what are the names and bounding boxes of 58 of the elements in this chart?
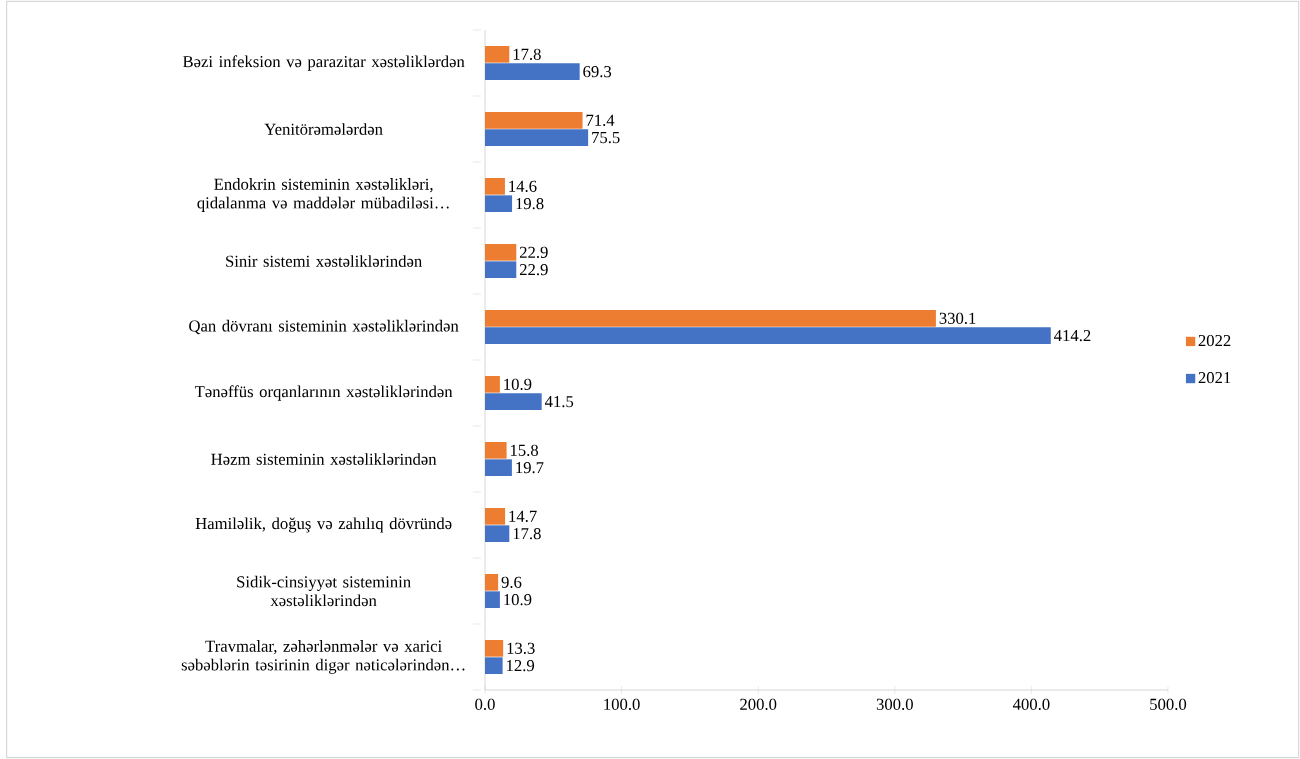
data-label: 69.3 [583, 66, 612, 78]
bar [485, 129, 589, 146]
legend-label: 2022 [1198, 334, 1231, 347]
bar [485, 525, 510, 542]
y-tick-label: Yenitörəmələrdən [264, 123, 383, 135]
bar [485, 63, 580, 80]
y-tick-label: Sinir sistemi xəstəliklərindən [226, 255, 422, 267]
x-tick-label: 200.0 [740, 698, 777, 711]
bar [485, 376, 500, 393]
bar [485, 327, 1051, 344]
x-tick-label: 300.0 [876, 698, 913, 711]
bar [485, 244, 517, 261]
data-label: 13.3 [507, 642, 535, 654]
data-label: 14.6 [509, 180, 537, 192]
data-label: 75.5 [592, 132, 620, 144]
y-tick-label: Sidik-cinsiyyət sisteminin xəstəliklərindən [237, 575, 411, 607]
bar [485, 657, 503, 674]
data-label: 19.8 [516, 198, 544, 210]
data-label: 17.8 [513, 528, 541, 540]
data-label: 14.7 [509, 510, 537, 522]
y-tick-label: Endokrin sisteminin xəstəlikləri, qidalanma və maddələr mübadiləsi… [197, 178, 449, 212]
x-tick-label: 100.0 [604, 698, 640, 711]
data-label: 22.9 [519, 264, 548, 276]
bar [485, 640, 504, 657]
x-tick-label: 0.0 [475, 698, 495, 711]
data-label: 19.7 [516, 462, 544, 474]
data-label: 10.9 [504, 378, 532, 390]
bar [485, 195, 513, 212]
bar [485, 441, 507, 459]
data-label: 17.8 [513, 48, 541, 60]
data-label: 71.4 [586, 114, 615, 126]
data-label: 9.6 [501, 576, 522, 588]
x-tick-label: 400.0 [1012, 698, 1050, 711]
bar [485, 310, 936, 327]
data-label: 41.5 [544, 396, 574, 408]
bar [485, 46, 510, 63]
data-label: 22.9 [519, 246, 548, 258]
y-tick-label: Bəzi infeksion və parazitar xəstəliklərdən [182, 55, 465, 71]
bar [485, 178, 505, 195]
bar [485, 393, 542, 410]
y-tick-label: Tənəffüs orqanlarının xəstəliklərindən [194, 385, 453, 401]
bar [485, 574, 499, 591]
legend-label: 2021 [1198, 372, 1231, 384]
y-tick-label: Travmalar, zəhərlənmələr və xarici səbəblərin təsirinin digər nəticələrindən… [181, 640, 465, 674]
data-label: 15.8 [510, 444, 539, 456]
y-tick-label: Hamiləlik, doğuş və zahılıq dövründə [195, 517, 452, 533]
y-tick-label: Qan dövranı sisteminin xəstəliklərindən [189, 319, 459, 335]
bar [485, 459, 512, 476]
bar [485, 591, 500, 608]
data-label: 10.9 [504, 594, 532, 606]
bar [485, 507, 506, 525]
bar [485, 261, 517, 278]
y-tick-label: Həzm sisteminin xəstəliklərindən [211, 453, 437, 465]
data-label: 414.2 [1054, 330, 1091, 342]
bar [485, 112, 583, 129]
data-label: 12.9 [507, 660, 535, 672]
x-tick-label: 500.0 [1150, 698, 1187, 711]
data-label: 330.1 [939, 312, 976, 324]
